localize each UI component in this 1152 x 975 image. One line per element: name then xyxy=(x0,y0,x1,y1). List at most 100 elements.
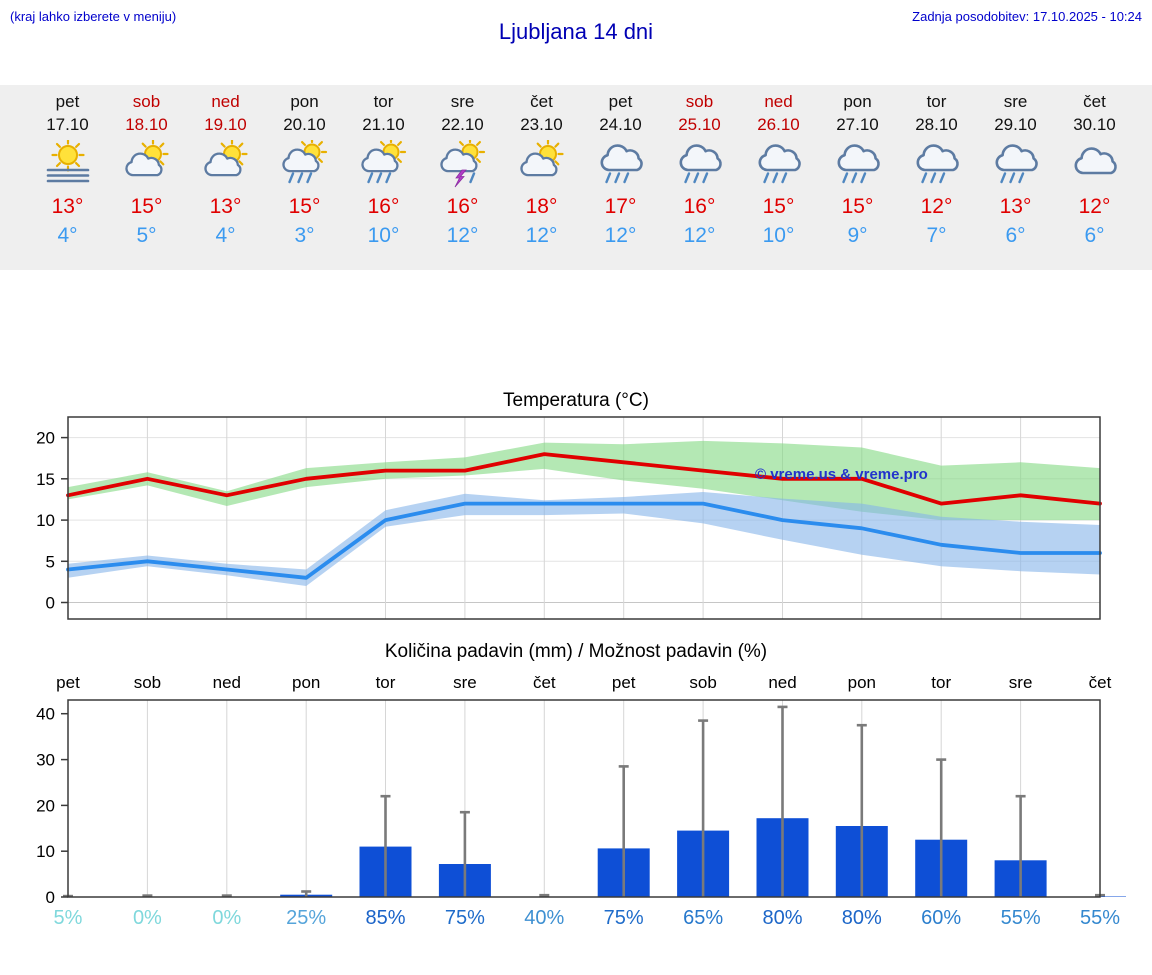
precip-day-label: sre xyxy=(453,673,477,692)
precip-probability: 55% xyxy=(1001,907,1041,929)
day-name: sre xyxy=(450,92,475,111)
low-temp: 3° xyxy=(294,224,315,247)
weather-icon-rain xyxy=(660,140,739,192)
high-temp: 13° xyxy=(999,195,1032,218)
low-temp: 10° xyxy=(367,224,400,247)
svg-text:10: 10 xyxy=(36,511,55,530)
precip-probability: 60% xyxy=(921,907,961,929)
low-temp: 4° xyxy=(57,224,78,247)
svg-text:30: 30 xyxy=(36,751,55,770)
svg-text:40: 40 xyxy=(36,705,55,724)
precip-probability: 5% xyxy=(54,907,83,929)
weather-icon-rain xyxy=(818,140,897,192)
precip-probability: 80% xyxy=(842,907,882,929)
day-date: 26.10 xyxy=(757,115,800,134)
precip-day-label: tor xyxy=(376,673,396,692)
precipitation-chart: pet sob ned pon tor sre čet pet sob ned pon tor sre č… xyxy=(36,673,1126,929)
high-temp: 15° xyxy=(130,195,163,218)
forecast-day: pet 17.10 13° 4° xyxy=(28,92,107,270)
precip-day-label: čet xyxy=(533,673,556,692)
precip-day-label: čet xyxy=(1089,673,1112,692)
day-name: ned xyxy=(764,92,793,111)
forecast-strip: pet 17.10 13° 4° sob 18.10 15° 5° ned 19.10 13° 4° p… xyxy=(0,85,1152,270)
day-name: tor xyxy=(926,92,947,111)
weather-icon-sun-thunder xyxy=(423,136,502,192)
high-temp: 17° xyxy=(604,195,637,218)
day-date: 28.10 xyxy=(915,115,958,134)
weather-icon-rain xyxy=(581,140,660,192)
low-temp: 9° xyxy=(847,224,868,247)
forecast-day: ned 19.10 13° 4° xyxy=(186,92,265,270)
precip-probability: 0% xyxy=(212,907,241,929)
weather-icon-rain xyxy=(897,140,976,192)
svg-text:10: 10 xyxy=(36,842,55,861)
day-date: 19.10 xyxy=(204,115,247,134)
svg-text:0: 0 xyxy=(46,888,55,907)
day-date: 20.10 xyxy=(283,115,326,134)
day-date: 29.10 xyxy=(994,115,1037,134)
page-hint: (kraj lahko izberete v meniju) xyxy=(10,9,177,24)
low-temp: 6° xyxy=(1084,224,1105,247)
precip-day-label: tor xyxy=(931,673,951,692)
high-temp: 12° xyxy=(920,195,953,218)
weather-icon-cloudy xyxy=(1055,140,1134,192)
day-date: 27.10 xyxy=(836,115,879,134)
day-date: 21.10 xyxy=(362,115,405,134)
svg-text:15: 15 xyxy=(36,470,55,489)
precip-day-label: sob xyxy=(689,673,716,692)
low-temp: 6° xyxy=(1005,224,1026,247)
svg-text:5: 5 xyxy=(46,552,55,571)
precip-probability: 85% xyxy=(365,907,405,929)
high-temp: 16° xyxy=(683,195,716,218)
day-name: čet xyxy=(530,92,553,111)
forecast-day: tor 28.10 12° 7° xyxy=(897,92,976,270)
svg-text:20: 20 xyxy=(36,429,55,448)
precip-day-label: pet xyxy=(56,673,80,692)
day-name: ned xyxy=(211,92,240,111)
watermark-link[interactable]: © vreme.us & vreme.pro xyxy=(755,466,928,483)
low-temp: 5° xyxy=(136,224,157,247)
precipitation-chart-title: Količina padavin (mm) / Možnost padavin … xyxy=(384,641,768,662)
high-temp: 18° xyxy=(525,195,558,218)
high-temp: 15° xyxy=(288,195,321,218)
svg-text:20: 20 xyxy=(36,796,55,815)
last-updated: Zadnja posodobitev: 17.10.2025 - 10:24 xyxy=(912,9,1142,24)
day-date: 24.10 xyxy=(599,115,642,134)
precip-day-label: ned xyxy=(768,673,796,692)
forecast-day: sre 29.10 13° 6° xyxy=(976,92,1055,270)
low-temp: 12° xyxy=(683,224,716,247)
precip-probability: 40% xyxy=(524,907,564,929)
forecast-day: čet 30.10 12° 6° xyxy=(1055,92,1134,270)
precip-day-label: pon xyxy=(848,673,876,692)
low-temp: 12° xyxy=(446,224,479,247)
precip-day-label: pon xyxy=(292,673,320,692)
high-temp: 15° xyxy=(762,195,795,218)
precip-probability: 55% xyxy=(1080,907,1120,929)
high-temp: 15° xyxy=(841,195,874,218)
day-date: 22.10 xyxy=(441,115,484,134)
forecast-day: tor 21.10 16° 10° xyxy=(344,92,423,270)
temperature-chart-title: Temperatura (°C) xyxy=(503,390,649,411)
precip-probability: 80% xyxy=(762,907,802,929)
precip-probability: 65% xyxy=(683,907,723,929)
svg-text:0: 0 xyxy=(46,594,55,613)
weather-icon-sun-fog xyxy=(28,138,107,192)
day-name: pet xyxy=(55,92,80,111)
precip-probability: 75% xyxy=(445,907,485,929)
day-date: 30.10 xyxy=(1073,115,1116,134)
low-temp: 12° xyxy=(604,224,637,247)
day-name: sob xyxy=(685,92,714,111)
day-date: 23.10 xyxy=(520,115,563,134)
day-name: sre xyxy=(1003,92,1028,111)
low-temp: 4° xyxy=(215,224,236,247)
high-temp: 16° xyxy=(446,195,479,218)
weather-icon-partly-cloudy xyxy=(186,138,265,192)
forecast-day: pon 27.10 15° 9° xyxy=(818,92,897,270)
day-name: pet xyxy=(608,92,633,111)
high-temp: 12° xyxy=(1078,195,1111,218)
precip-probability: 0% xyxy=(133,907,162,929)
forecast-day: ned 26.10 15° 10° xyxy=(739,92,818,270)
day-date: 25.10 xyxy=(678,115,721,134)
day-date: 18.10 xyxy=(125,115,168,134)
page-title: Ljubljana 14 dni xyxy=(498,19,654,44)
